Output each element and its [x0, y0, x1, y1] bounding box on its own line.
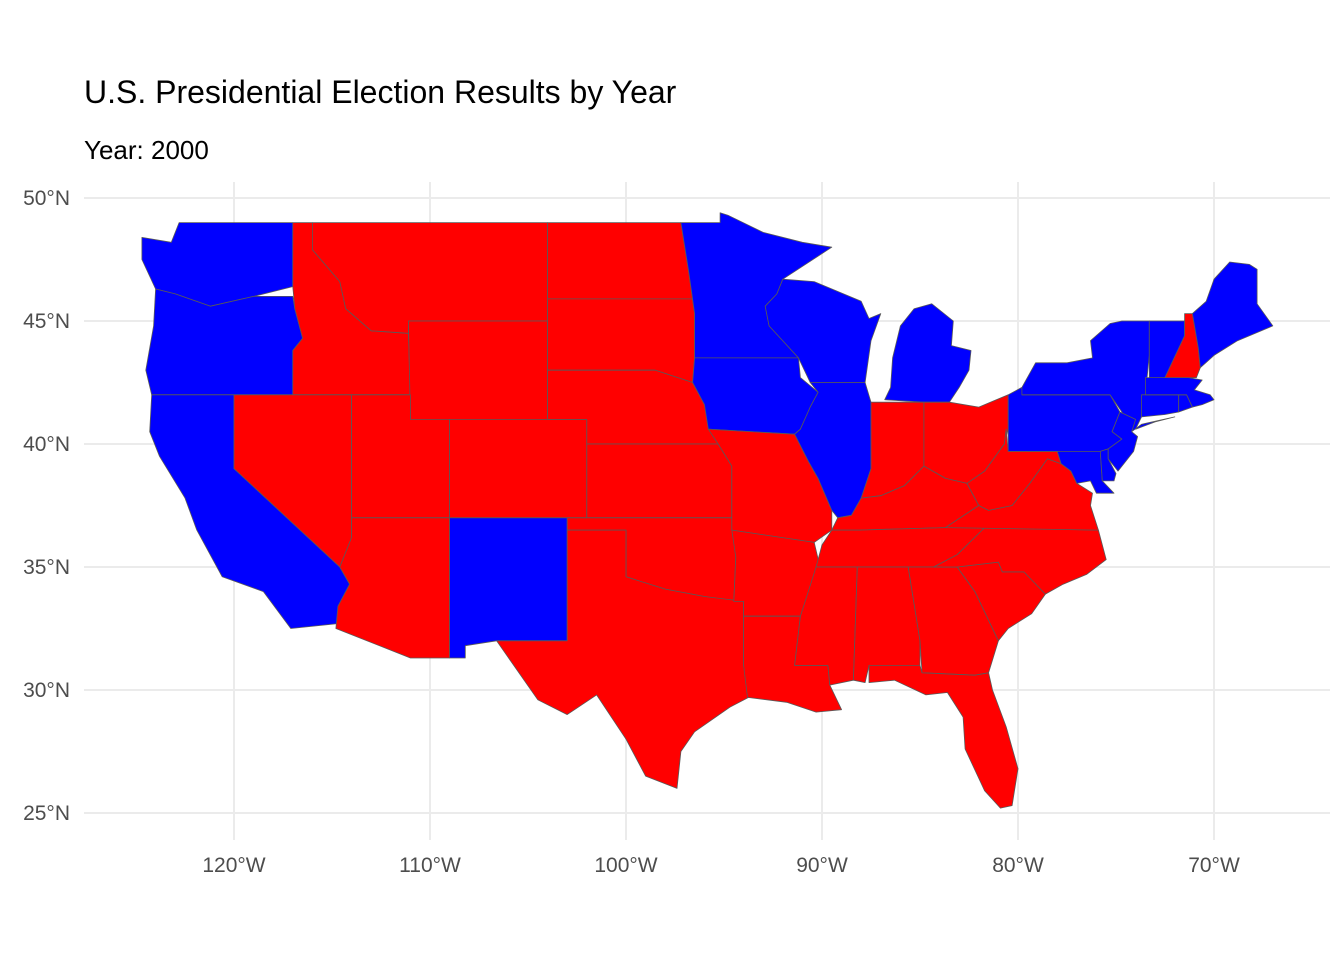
x-tick-label: 120°W [202, 854, 265, 877]
state-maine [1192, 261, 1274, 369]
state-new-jersey [1107, 411, 1138, 472]
x-tick-label: 100°W [594, 854, 657, 877]
state-wyoming [408, 320, 548, 420]
state-new-york [1021, 320, 1176, 433]
state-mississippi [794, 566, 858, 686]
state-new-mexico [449, 517, 568, 659]
state-texas [496, 529, 754, 789]
y-tick-label: 35°N [23, 556, 70, 579]
y-tick-label: 50°N [23, 187, 70, 210]
y-tick-label: 30°N [23, 679, 70, 702]
y-tick-label: 25°N [23, 802, 70, 825]
state-florida [868, 665, 1019, 809]
state-colorado [449, 419, 588, 519]
y-tick-label: 45°N [23, 310, 70, 333]
state-iowa [692, 357, 819, 435]
states-layer [141, 212, 1274, 809]
x-tick-label: 70°W [1188, 854, 1240, 877]
state-kansas [586, 443, 733, 519]
chart-subtitle: Year: 2000 [84, 135, 209, 165]
x-tick-label: 80°W [992, 854, 1044, 877]
state-arizona [335, 517, 450, 659]
state-massachusetts [1145, 377, 1215, 408]
state-north-dakota [547, 222, 693, 300]
state-connecticut [1141, 394, 1180, 418]
x-tick-label: 90°W [796, 854, 848, 877]
state-michigan [884, 303, 972, 403]
state-pennsylvania [1007, 387, 1123, 452]
chart-title: U.S. Presidential Election Results by Ye… [84, 74, 677, 110]
y-tick-label: 40°N [23, 433, 70, 456]
state-oregon [145, 288, 303, 396]
x-tick-label: 110°W [399, 854, 461, 877]
axis-ticks: 120°W 110°W 100°W 90°W 80°W 70°W 25°N 30°N 35°N 4… [23, 187, 1240, 877]
